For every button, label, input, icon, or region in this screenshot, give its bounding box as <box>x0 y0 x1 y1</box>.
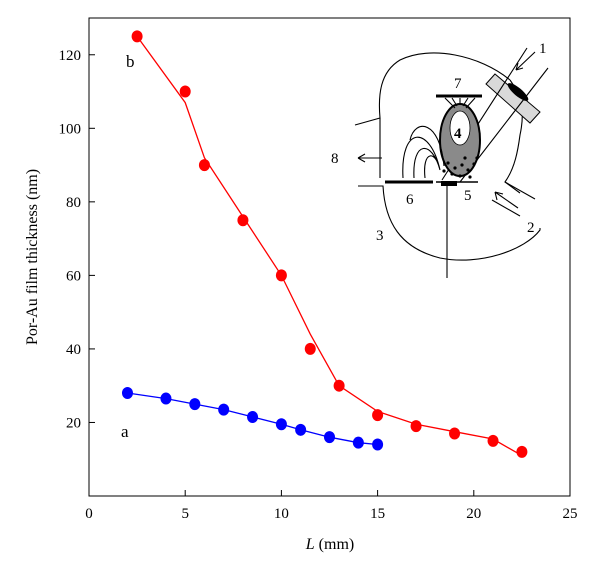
data-point-a <box>247 410 259 423</box>
data-point-a <box>352 436 364 449</box>
data-point-b <box>449 427 461 440</box>
inset-label-7: 7 <box>454 76 462 92</box>
chamber-outline-left <box>358 118 541 261</box>
gas-inlet-pipe <box>491 181 536 217</box>
data-point-a <box>324 431 335 444</box>
data-point-a <box>160 392 172 405</box>
y-axis-ticks: 20 40 60 80 100 120 <box>59 48 95 431</box>
y-tick-label: 60 <box>66 268 81 284</box>
x-tick-label: 5 <box>181 506 189 522</box>
inset-labels: 1 2 3 4 5 6 7 8 <box>331 41 547 244</box>
inset-label-8: 8 <box>331 151 339 167</box>
series-points <box>121 30 528 458</box>
arrow-8 <box>357 153 382 163</box>
x-tick-label: 15 <box>370 506 385 522</box>
series-label-a: a <box>121 422 129 441</box>
data-point-a <box>218 403 230 416</box>
data-point-b <box>179 85 191 98</box>
data-point-a <box>121 387 133 400</box>
laser-arrow-1 <box>515 51 536 71</box>
x-axis-title-variable: L <box>305 536 315 553</box>
x-axis-title: L (mm) <box>305 536 354 553</box>
y-tick-label: 40 <box>66 342 81 358</box>
y-tick-label: 80 <box>66 195 81 211</box>
apparatus-inset-diagram <box>354 47 549 278</box>
series-line-a <box>127 392 378 446</box>
data-point-a <box>295 423 307 436</box>
ablated-particles <box>442 156 479 179</box>
chamber-outline <box>354 52 511 126</box>
y-axis-title: Por-Au film thickness (nm) <box>24 169 41 345</box>
inset-label-5: 5 <box>464 188 472 204</box>
data-point-a <box>189 398 201 411</box>
data-point-b <box>333 379 345 392</box>
data-point-b <box>198 159 210 172</box>
plasma-core <box>449 110 471 146</box>
x-tick-label: 0 <box>85 506 93 522</box>
series-line-b <box>136 36 523 457</box>
focusing-lens <box>507 83 529 101</box>
data-point-a <box>275 418 287 431</box>
plot-frame <box>88 17 571 497</box>
deposition-arcs <box>402 125 445 179</box>
target-holder <box>441 181 457 186</box>
deposition-fan <box>444 97 476 109</box>
x-axis-title-unit: (mm) <box>315 536 355 553</box>
data-point-b <box>516 445 528 458</box>
series-label-b: b <box>126 52 135 71</box>
y-tick-label: 100 <box>59 121 82 137</box>
data-point-b <box>372 409 384 422</box>
x-tick-label: 20 <box>466 506 481 522</box>
x-axis-ticks: 0 5 10 15 20 25 <box>85 490 578 522</box>
data-point-b <box>304 342 316 355</box>
x-tick-label: 25 <box>563 506 578 522</box>
data-point-b <box>487 434 499 447</box>
inset-label-2: 2 <box>527 220 535 236</box>
inset-label-3: 3 <box>376 228 384 244</box>
y-tick-label: 120 <box>59 48 82 64</box>
data-point-b <box>275 269 287 282</box>
y-tick-label: 20 <box>66 415 81 431</box>
data-point-b <box>410 420 422 433</box>
data-point-b <box>237 214 249 227</box>
data-point-a <box>372 438 384 451</box>
inset-label-1: 1 <box>539 41 547 57</box>
series-lines <box>127 36 523 457</box>
arrow-2 <box>494 191 519 209</box>
data-point-b <box>131 30 143 43</box>
x-tick-label: 10 <box>274 506 289 522</box>
inset-label-6: 6 <box>406 192 414 208</box>
inset-label-4: 4 <box>454 126 462 142</box>
